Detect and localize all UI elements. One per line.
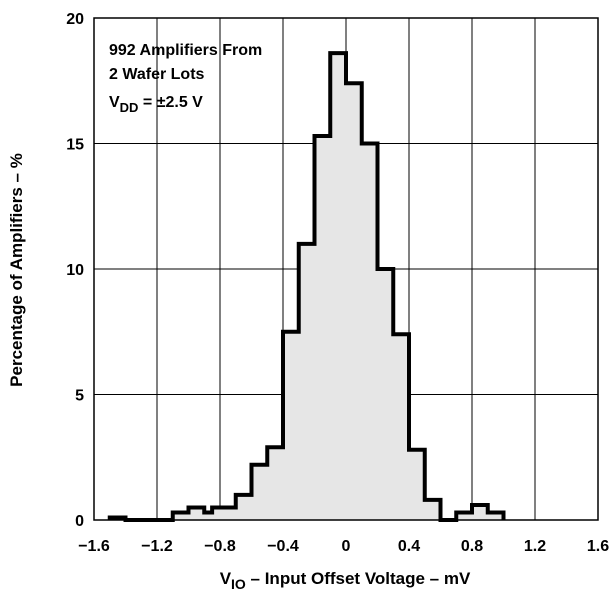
- histogram-bar: [330, 53, 346, 520]
- histogram-bar: [212, 507, 236, 520]
- histogram-bars: [109, 53, 504, 520]
- y-tick-label: 10: [66, 262, 84, 279]
- annotation-vdd-main: V: [109, 94, 120, 111]
- histogram-bar: [267, 447, 283, 520]
- y-tick-label: 20: [66, 11, 84, 28]
- annotation-line-3: VDD = ±2.5 V: [109, 94, 203, 115]
- histogram-bar: [487, 512, 504, 520]
- histogram-bar: [393, 334, 409, 520]
- annotation-line-2: 2 Wafer Lots: [109, 66, 205, 83]
- histogram-bar: [172, 512, 189, 520]
- x-tick-label: −1.2: [141, 538, 173, 555]
- histogram-bar: [188, 507, 205, 520]
- histogram-bar: [456, 512, 472, 520]
- x-axis-label-main: V: [220, 569, 232, 588]
- x-axis-label: VIO – Input Offset Voltage – mV: [220, 569, 471, 592]
- x-tick-labels: −1.6 −1.2 −0.8 −0.4 0 0.4 0.8 1.2 1.6: [78, 538, 609, 555]
- y-tick-label: 15: [66, 137, 84, 154]
- annotation-line-1: 992 Amplifiers From: [109, 42, 262, 59]
- x-tick-label: 0.4: [398, 538, 420, 555]
- histogram-bar: [283, 331, 299, 520]
- plot-frame: [93, 17, 599, 521]
- x-tick-label: −0.8: [204, 538, 236, 555]
- histogram-bar: [204, 512, 213, 520]
- histogram-bar: [472, 504, 488, 520]
- x-tick-label: 1.6: [587, 538, 609, 555]
- y-tick-label: 0: [75, 513, 84, 530]
- y-tick-label: 5: [75, 388, 84, 405]
- histogram-bar: [377, 269, 394, 520]
- y-tick-labels: 0 5 10 15 20: [66, 11, 84, 530]
- x-tick-label: 0.8: [461, 538, 483, 555]
- histogram-bar: [251, 464, 268, 520]
- histogram-bar: [314, 135, 331, 520]
- histogram-bar: [235, 494, 252, 520]
- annotation-vdd-sub: DD: [120, 100, 139, 115]
- x-axis-label-rest: – Input Offset Voltage – mV: [246, 569, 471, 588]
- histogram-bar: [298, 243, 315, 520]
- annotation-vdd-rest: = ±2.5 V: [138, 94, 203, 111]
- x-tick-label: 0: [342, 538, 351, 555]
- histogram-bar: [409, 449, 425, 520]
- histogram-bar: [424, 499, 441, 520]
- x-tick-label: −1.6: [78, 538, 110, 555]
- x-tick-label: −0.4: [267, 538, 299, 555]
- x-axis-label-sub: IO: [231, 576, 246, 592]
- x-tick-label: 1.2: [524, 538, 546, 555]
- histogram-bar: [346, 83, 362, 520]
- histogram-bar: [361, 143, 378, 520]
- y-axis-label: Percentage of Amplifiers – %: [7, 153, 26, 387]
